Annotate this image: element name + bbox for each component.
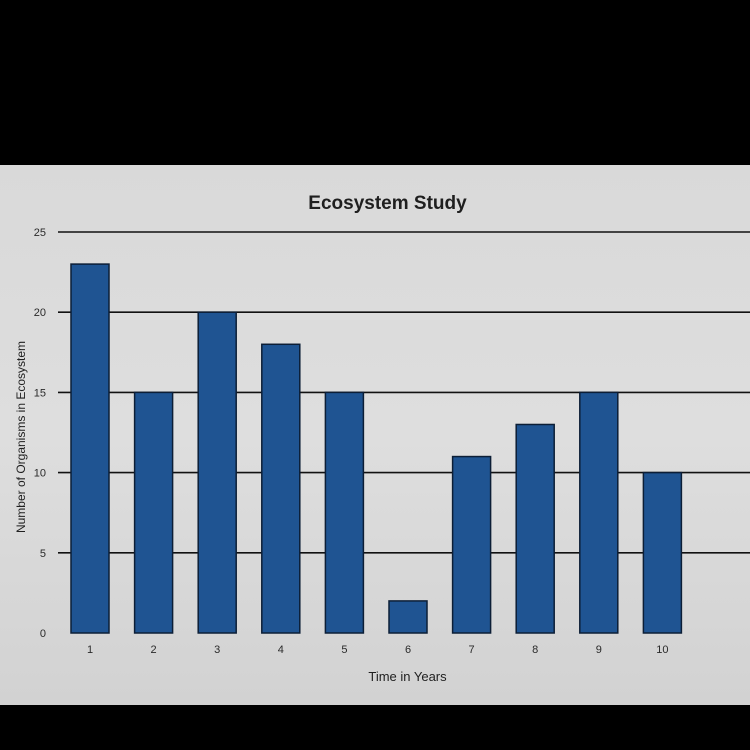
bar-year-8: [515, 423, 555, 634]
y-tick-label: 15: [34, 387, 46, 399]
x-tick-label: 5: [341, 644, 347, 656]
x-tick-label: 1: [87, 644, 93, 656]
x-tick-label: 4: [278, 644, 284, 656]
chart-area: Ecosystem Study Number of Organisms in E…: [0, 165, 750, 705]
x-tick-label: 10: [656, 644, 668, 656]
gridlines: [58, 231, 750, 554]
x-tick-label: 6: [405, 644, 411, 656]
x-tick-label: 9: [596, 644, 602, 656]
bar-year-6: [388, 600, 428, 634]
bar-year-2: [133, 391, 174, 634]
chart-title: Ecosystem Study: [308, 193, 467, 214]
bar-year-3: [197, 311, 237, 634]
x-tick-label: 8: [532, 644, 538, 656]
x-axis-label: Time in Years: [368, 669, 447, 684]
x-ticks: 1 2 3 4 5 6 7 8 9 10: [87, 644, 669, 656]
bar-year-4: [261, 343, 301, 634]
y-tick-label: 10: [34, 468, 46, 480]
x-tick-label: 7: [469, 644, 475, 656]
x-tick-label: 3: [214, 644, 220, 656]
bar-year-10: [642, 471, 683, 634]
y-ticks: 0 5 10 15 20 25: [34, 227, 46, 640]
bars: [70, 263, 683, 634]
bar-year-5: [324, 391, 365, 634]
bar-year-9: [579, 391, 619, 634]
bar-chart-plot: 0 5 10 15 20 25 1 2 3 4 5 6 7 8 9 10: [34, 227, 750, 656]
bar-year-1: [70, 263, 110, 634]
y-tick-label: 25: [34, 227, 46, 239]
y-tick-label: 5: [40, 548, 46, 560]
y-tick-label: 20: [34, 307, 46, 319]
x-tick-label: 2: [151, 644, 157, 656]
bar-year-7: [451, 455, 492, 634]
y-tick-label: 0: [40, 628, 46, 640]
